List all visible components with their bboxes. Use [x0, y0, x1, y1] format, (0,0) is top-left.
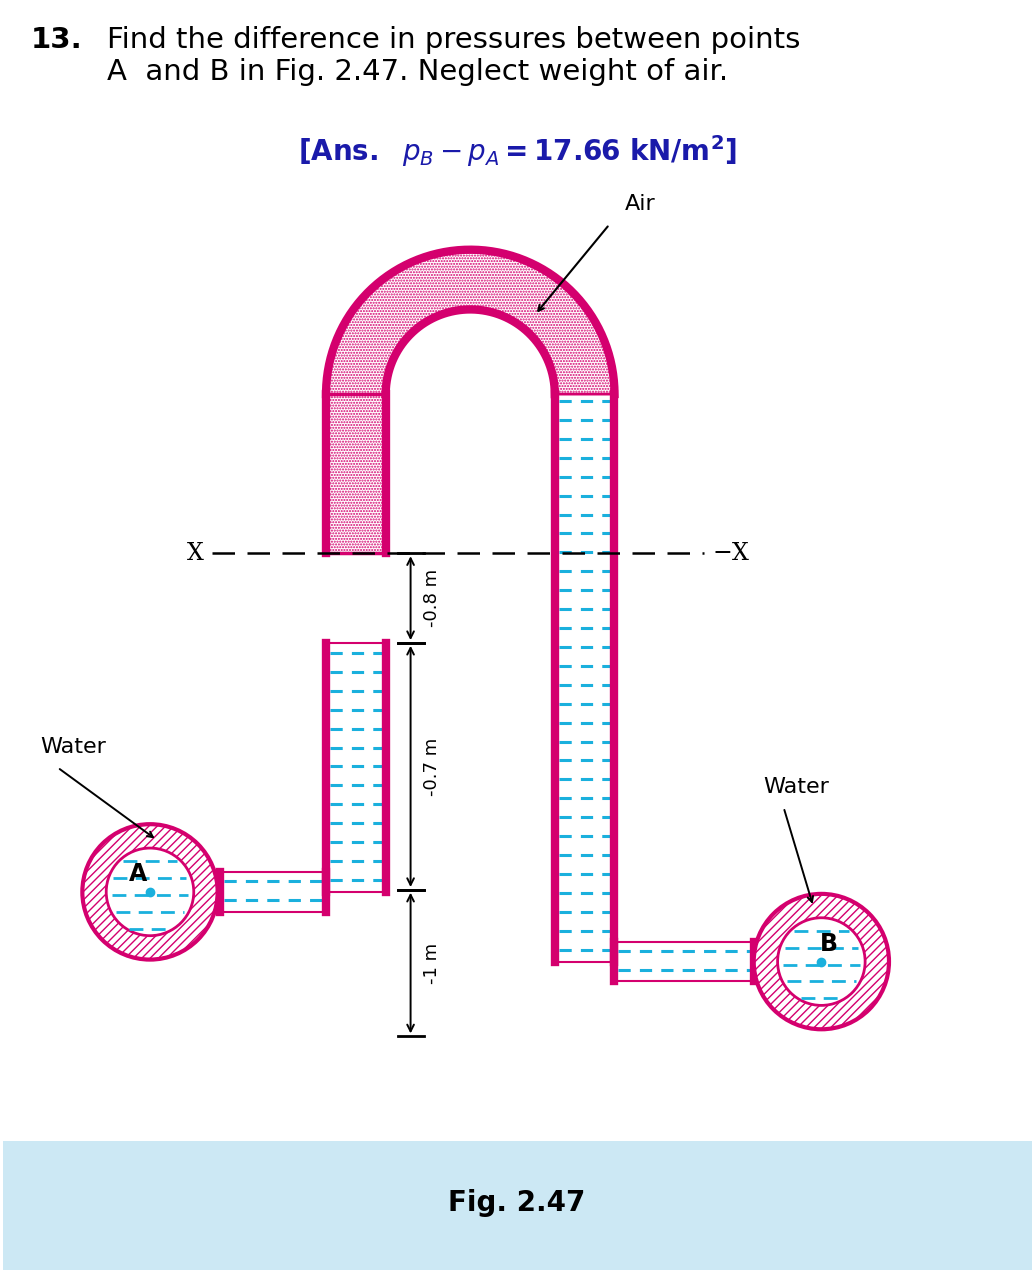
Text: -0.8 m: -0.8 m [422, 569, 441, 628]
Bar [615, 942, 753, 981]
Text: Water: Water [764, 778, 829, 797]
Text: B: B [821, 932, 838, 956]
Circle shape [753, 894, 889, 1030]
Text: Find the difference in pressures between points
A  and B in Fig. 2.47. Neglect w: Find the difference in pressures between… [108, 25, 801, 87]
Text: Fig. 2.47: Fig. 2.47 [448, 1189, 586, 1217]
Bar [326, 395, 386, 554]
Circle shape [777, 918, 865, 1006]
Text: X: X [187, 542, 204, 565]
Bar [326, 643, 386, 892]
Polygon shape [326, 250, 615, 395]
Circle shape [83, 824, 217, 960]
Bar [555, 395, 615, 961]
Text: A: A [129, 862, 147, 886]
Text: $-$X: $-$X [712, 542, 750, 565]
Text: -0.7 m: -0.7 m [422, 737, 441, 796]
Text: 13.: 13. [31, 25, 83, 53]
Text: Air: Air [624, 195, 655, 214]
Text: $\mathbf{[Ans.}$  $\mathit{p_B} - \mathit{p_A}$$\mathbf{ = 17.66\ kN/m^2]}$: $\mathbf{[Ans.}$ $\mathit{p_B} - \mathit… [298, 134, 737, 169]
Circle shape [107, 848, 194, 936]
Text: -1 m: -1 m [422, 942, 441, 984]
Text: Water: Water [40, 737, 107, 757]
Bar [3, 1141, 1032, 1270]
Bar [219, 872, 326, 911]
